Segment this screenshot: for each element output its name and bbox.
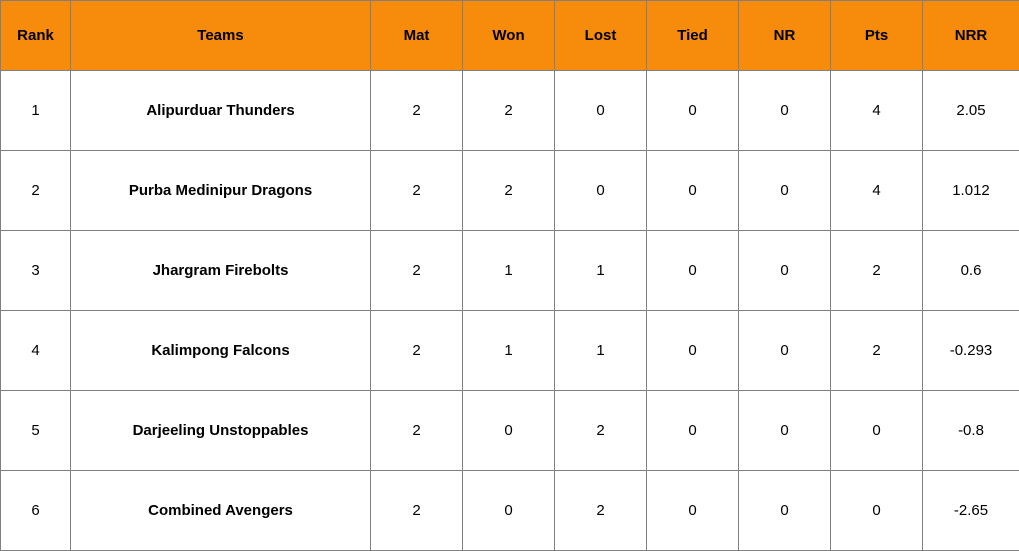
cell-pts: 2 (831, 231, 923, 311)
cell-pts: 4 (831, 151, 923, 231)
table-row: 1 Alipurduar Thunders 2 2 0 0 0 4 2.05 (1, 71, 1019, 151)
cell-rank: 3 (1, 231, 71, 311)
cell-tied: 0 (647, 151, 739, 231)
cell-team: Jhargram Firebolts (71, 231, 371, 311)
cell-tied: 0 (647, 71, 739, 151)
cell-rank: 6 (1, 471, 71, 551)
cell-nr: 0 (739, 71, 831, 151)
cell-won: 0 (463, 471, 555, 551)
cell-nr: 0 (739, 391, 831, 471)
cell-team: Purba Medinipur Dragons (71, 151, 371, 231)
cell-nrr: 1.012 (923, 151, 1019, 231)
cell-pts: 4 (831, 71, 923, 151)
cell-won: 1 (463, 311, 555, 391)
cell-pts: 0 (831, 391, 923, 471)
cell-nrr: 0.6 (923, 231, 1019, 311)
cell-nr: 0 (739, 231, 831, 311)
cell-nr: 0 (739, 151, 831, 231)
cell-won: 0 (463, 391, 555, 471)
table-row: 2 Purba Medinipur Dragons 2 2 0 0 0 4 1.… (1, 151, 1019, 231)
cell-nrr: -0.8 (923, 391, 1019, 471)
standings-table-container: Rank Teams Mat Won Lost Tied NR Pts NRR … (0, 0, 1019, 551)
cell-mat: 2 (371, 231, 463, 311)
cell-won: 2 (463, 151, 555, 231)
cell-tied: 0 (647, 471, 739, 551)
table-row: 6 Combined Avengers 2 0 2 0 0 0 -2.65 (1, 471, 1019, 551)
cell-team: Kalimpong Falcons (71, 311, 371, 391)
col-header-rank: Rank (1, 1, 71, 71)
cell-mat: 2 (371, 311, 463, 391)
col-header-won: Won (463, 1, 555, 71)
cell-mat: 2 (371, 151, 463, 231)
col-header-pts: Pts (831, 1, 923, 71)
cell-tied: 0 (647, 231, 739, 311)
cell-tied: 0 (647, 391, 739, 471)
cell-won: 1 (463, 231, 555, 311)
cell-nrr: -0.293 (923, 311, 1019, 391)
col-header-lost: Lost (555, 1, 647, 71)
cell-lost: 1 (555, 231, 647, 311)
cell-nrr: 2.05 (923, 71, 1019, 151)
cell-rank: 4 (1, 311, 71, 391)
table-body: 1 Alipurduar Thunders 2 2 0 0 0 4 2.05 2… (1, 71, 1019, 551)
cell-pts: 0 (831, 471, 923, 551)
table-row: 5 Darjeeling Unstoppables 2 0 2 0 0 0 -0… (1, 391, 1019, 471)
col-header-nr: NR (739, 1, 831, 71)
cell-tied: 0 (647, 311, 739, 391)
cell-team: Darjeeling Unstoppables (71, 391, 371, 471)
cell-nr: 0 (739, 311, 831, 391)
cell-team: Alipurduar Thunders (71, 71, 371, 151)
cell-lost: 2 (555, 471, 647, 551)
col-header-nrr: NRR (923, 1, 1019, 71)
table-header-row: Rank Teams Mat Won Lost Tied NR Pts NRR (1, 1, 1019, 71)
cell-mat: 2 (371, 391, 463, 471)
col-header-mat: Mat (371, 1, 463, 71)
col-header-tied: Tied (647, 1, 739, 71)
cell-mat: 2 (371, 471, 463, 551)
cell-nrr: -2.65 (923, 471, 1019, 551)
standings-table: Rank Teams Mat Won Lost Tied NR Pts NRR … (0, 0, 1019, 551)
cell-mat: 2 (371, 71, 463, 151)
cell-rank: 5 (1, 391, 71, 471)
cell-pts: 2 (831, 311, 923, 391)
cell-lost: 0 (555, 151, 647, 231)
cell-rank: 1 (1, 71, 71, 151)
cell-lost: 2 (555, 391, 647, 471)
cell-rank: 2 (1, 151, 71, 231)
cell-nr: 0 (739, 471, 831, 551)
table-row: 3 Jhargram Firebolts 2 1 1 0 0 2 0.6 (1, 231, 1019, 311)
cell-lost: 1 (555, 311, 647, 391)
cell-team: Combined Avengers (71, 471, 371, 551)
table-row: 4 Kalimpong Falcons 2 1 1 0 0 2 -0.293 (1, 311, 1019, 391)
col-header-teams: Teams (71, 1, 371, 71)
cell-won: 2 (463, 71, 555, 151)
cell-lost: 0 (555, 71, 647, 151)
